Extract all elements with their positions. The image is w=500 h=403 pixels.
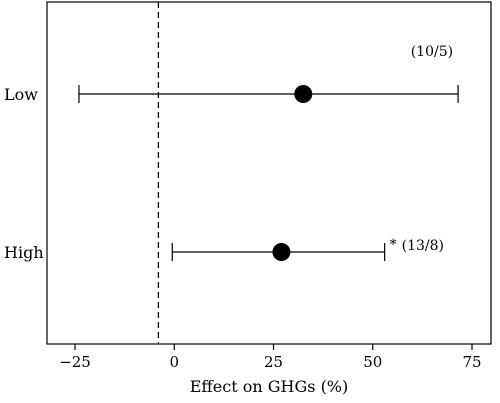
category-label-high: High [4,243,44,262]
x-tick-label: 25 [264,353,283,371]
x-axis-ticks: −25 0 25 50 75 [59,344,482,371]
count-annotation: (10/5) [411,44,453,60]
estimate-point [272,243,291,261]
series-marks: (10/5) * (13/8) [78,44,459,261]
significance-marker: * [390,237,397,253]
count-annotation: (13/8) [402,238,444,254]
x-tick-label: 75 [462,353,481,371]
category-labels: Low High [4,85,44,262]
x-axis-label: Effect on GHGs (%) [190,377,349,396]
estimate-point [294,85,313,103]
category-label-low: Low [4,85,38,104]
x-tick-label: 50 [363,353,382,371]
x-tick-label: −25 [59,353,91,371]
estimate-row-high: * (13/8) [171,237,444,261]
plot-frame [46,1,492,345]
estimate-row-low: (10/5) [78,44,459,103]
x-tick-label: 0 [169,353,179,371]
